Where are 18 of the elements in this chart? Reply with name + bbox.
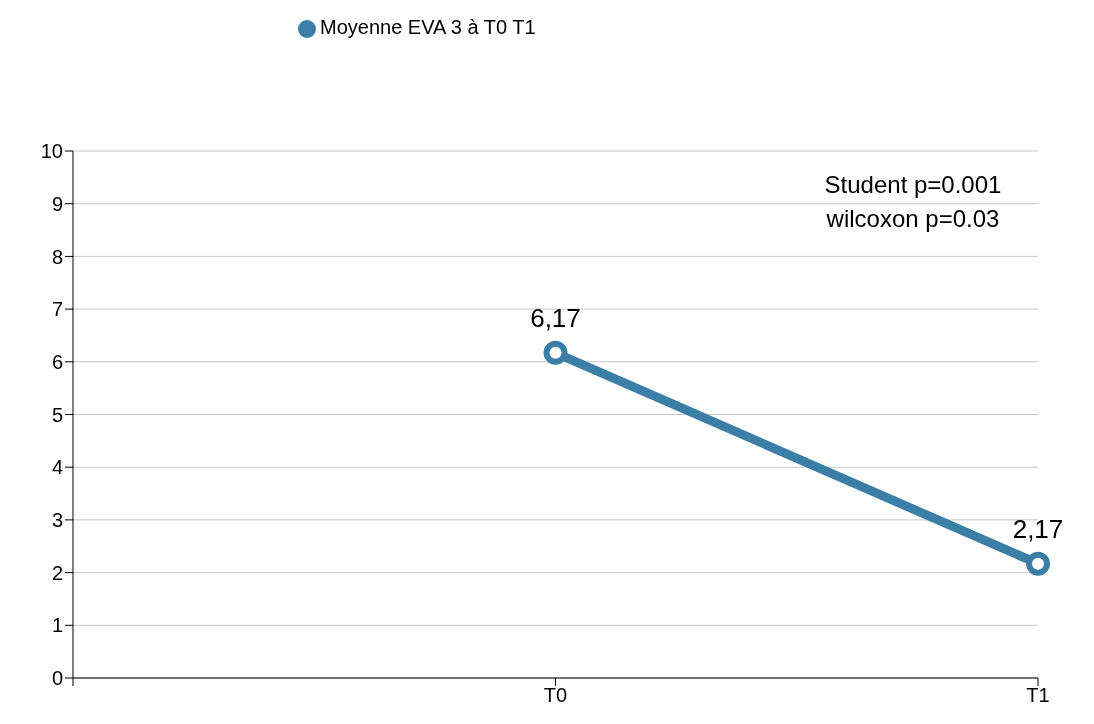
data-label: 2,17 [1012,513,1064,544]
legend-label: Moyenne EVA 3 à T0 T1 [320,16,536,38]
x-tick-label: T0 [543,684,568,707]
y-tick-label: 3 [51,509,63,531]
y-tick-label: 5 [51,403,63,426]
y-tick-label: 10 [40,140,63,163]
y-tick-label: 1 [51,614,63,637]
y-tick-label: 4 [51,456,63,479]
y-tick-label: 0 [51,667,63,690]
data-label: 6,17 [530,302,581,333]
y-tick-label: 8 [51,245,63,268]
y-tick-label: 6 [51,350,63,373]
annotation: Student p=0.001 [823,170,1003,200]
y-tick-label: 9 [51,192,63,215]
y-tick-label: 2 [51,561,63,584]
y-tick-label: 7 [51,298,63,321]
annotation: wilcoxon p=0.03 [825,204,1001,234]
x-tick-label: T1 [1026,684,1050,707]
